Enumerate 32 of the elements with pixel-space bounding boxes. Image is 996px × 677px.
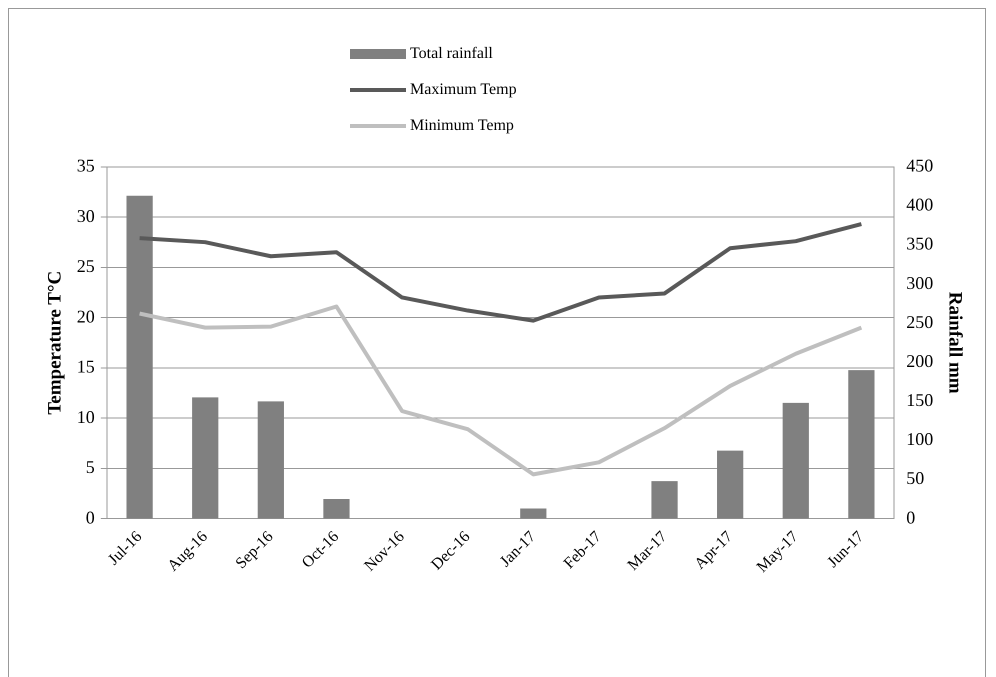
y2-tick-label: 200: [906, 350, 934, 371]
y-tick-label: 25: [76, 256, 95, 276]
y-tick-label: 15: [76, 356, 95, 377]
y-tick-label: 30: [76, 206, 95, 226]
bar: [520, 508, 546, 519]
y2-axis-title: Rainfall mm: [944, 292, 966, 394]
y-tick-label: 10: [76, 406, 95, 427]
y2-tick-label: 300: [906, 272, 934, 293]
y2-tick-label: 0: [906, 507, 916, 528]
y-tick-label: 5: [86, 457, 95, 478]
y-tick-label: 35: [76, 156, 95, 176]
bar: [848, 370, 875, 519]
y2-tick-label: 450: [906, 156, 934, 176]
legend-label: Total rainfall: [410, 45, 493, 63]
bar: [258, 401, 284, 519]
bar: [717, 450, 744, 519]
y-tick-label: 20: [76, 306, 95, 326]
bar: [651, 481, 678, 519]
bar: [782, 402, 809, 519]
y2-tick-label: 100: [906, 429, 934, 450]
y2-tick-label: 50: [906, 468, 924, 488]
y-axis-title: Temperature T°C: [44, 270, 66, 415]
legend-label: Minimum Temp: [410, 117, 514, 135]
legend-label: Maximum Temp: [410, 81, 517, 99]
bar: [323, 499, 350, 519]
y-tick-label: 0: [86, 507, 95, 528]
y2-tick-label: 150: [906, 390, 934, 410]
bar: [126, 196, 153, 519]
bar: [192, 397, 218, 519]
y2-tick-label: 400: [906, 194, 934, 215]
y2-tick-label: 250: [906, 312, 934, 332]
y2-tick-label: 350: [906, 234, 934, 254]
